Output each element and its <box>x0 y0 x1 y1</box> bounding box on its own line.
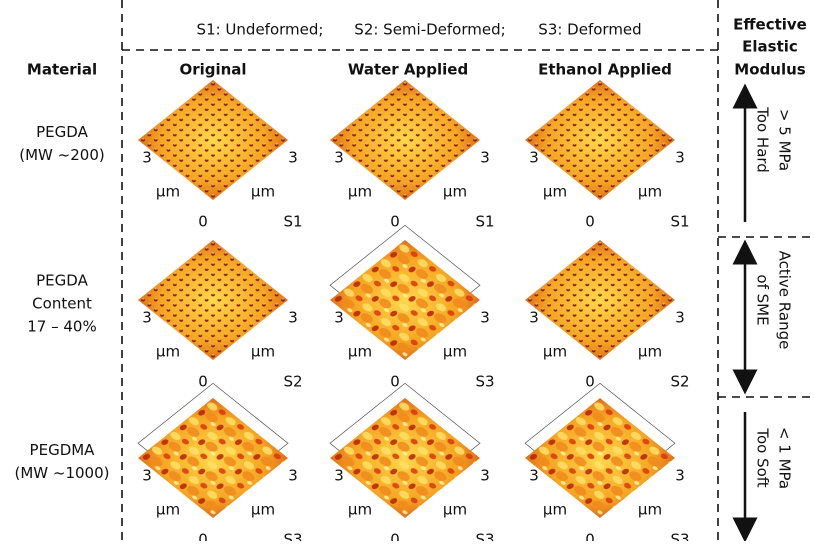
axis-label: 3 <box>529 467 539 485</box>
axis-unit: μm <box>543 501 567 519</box>
column-header: Effective <box>733 16 807 34</box>
modulus-label: Too Soft <box>754 427 772 487</box>
axis-unit: μm <box>443 343 467 361</box>
column-header: Water Applied <box>348 61 468 79</box>
row-label: Content <box>32 295 92 313</box>
state-label: S3 <box>475 373 494 391</box>
modulus-label: of SME <box>754 274 772 325</box>
axis-label: 0 <box>198 373 208 391</box>
axis-unit: μm <box>156 501 180 519</box>
axis-label: 0 <box>585 373 595 391</box>
modulus-label: > 5 MPa <box>776 109 794 171</box>
column-header: Original <box>179 61 246 79</box>
axis-label: 3 <box>675 149 685 167</box>
axis-unit: μm <box>638 183 662 201</box>
axis-label: 0 <box>390 373 400 391</box>
state-label: S1 <box>475 213 494 231</box>
figure: S1: Undeformed; S2: Semi-Deformed; S3: D… <box>0 0 814 541</box>
axis-label: 3 <box>288 467 298 485</box>
state-label: S2 <box>670 373 689 391</box>
axis-label: 3 <box>288 149 298 167</box>
column-header: Ethanol Applied <box>538 61 672 79</box>
state-label: S2 <box>283 373 302 391</box>
axis-label: 0 <box>390 213 400 231</box>
surface-plot <box>516 383 684 518</box>
axis-unit: μm <box>543 183 567 201</box>
axis-label: 3 <box>142 309 152 327</box>
row-label: PEGDA <box>36 123 88 141</box>
axis-label: 3 <box>334 149 344 167</box>
axis-label: 3 <box>480 309 490 327</box>
legend-item: S2: Semi-Deformed; <box>354 21 505 39</box>
axis-label: 3 <box>480 467 490 485</box>
state-label: S1 <box>283 213 302 231</box>
axis-label: 3 <box>142 467 152 485</box>
state-label: S1 <box>670 213 689 231</box>
axis-unit: μm <box>638 343 662 361</box>
column-header: Elastic <box>742 38 798 56</box>
axis-unit: μm <box>543 343 567 361</box>
row-label: PEGDMA <box>30 441 96 459</box>
axis-unit: μm <box>348 343 372 361</box>
axis-unit: μm <box>251 343 275 361</box>
surface-plot <box>129 383 297 518</box>
state-label: S3 <box>283 531 302 542</box>
state-label: S3 <box>670 531 689 542</box>
axis-label: 3 <box>334 309 344 327</box>
axis-label: 3 <box>675 309 685 327</box>
axis-label: 0 <box>390 531 400 542</box>
modulus-label: < 1 MPa <box>776 427 794 489</box>
legend-item: S3: Deformed <box>538 21 641 39</box>
axis-label: 3 <box>288 309 298 327</box>
axis-unit: μm <box>638 501 662 519</box>
axis-label: 3 <box>334 467 344 485</box>
axis-label: 3 <box>529 309 539 327</box>
modulus-label: Too Hard <box>754 106 772 173</box>
axis-unit: μm <box>251 501 275 519</box>
axis-label: 0 <box>198 531 208 542</box>
axis-label: 3 <box>480 149 490 167</box>
axis-unit: μm <box>156 343 180 361</box>
state-label: S3 <box>475 531 494 542</box>
axis-unit: μm <box>443 501 467 519</box>
surface-plot <box>321 383 489 518</box>
axis-unit: μm <box>156 183 180 201</box>
row-label: PEGDA <box>36 272 88 290</box>
axis-unit: μm <box>348 501 372 519</box>
axis-label: 0 <box>585 213 595 231</box>
surface-plot <box>321 225 489 360</box>
axis-label: 3 <box>529 149 539 167</box>
axis-label: 3 <box>142 149 152 167</box>
row-label: (MW ~1000) <box>15 464 110 482</box>
axis-label: 3 <box>675 467 685 485</box>
modulus-label: Active Range <box>776 251 794 350</box>
column-header: Material <box>27 61 97 79</box>
axis-label: 0 <box>198 213 208 231</box>
legend-item: S1: Undeformed; <box>197 21 324 39</box>
row-label: 17 – 40% <box>27 318 96 336</box>
axis-unit: μm <box>348 183 372 201</box>
axis-label: 0 <box>585 531 595 542</box>
axis-unit: μm <box>443 183 467 201</box>
row-label: (MW ~200) <box>19 146 104 164</box>
axis-unit: μm <box>251 183 275 201</box>
column-header: Modulus <box>734 61 805 79</box>
